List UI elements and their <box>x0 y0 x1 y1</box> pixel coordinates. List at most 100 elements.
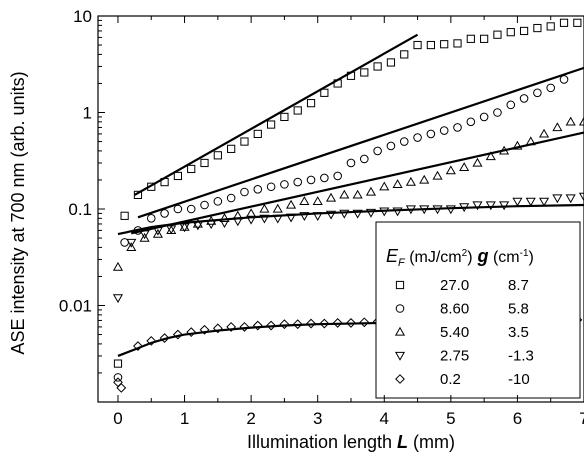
legend-ef-value: 8.60 <box>440 301 469 318</box>
data-point <box>253 185 263 194</box>
data-point <box>480 34 489 43</box>
data-point <box>386 141 396 151</box>
data-point <box>152 228 163 238</box>
data-point <box>212 323 223 334</box>
data-point <box>213 197 223 206</box>
data-point <box>485 151 496 161</box>
x-axis-label-text: Illumination length <box>247 432 397 452</box>
data-point <box>552 194 563 204</box>
data-point <box>227 144 236 153</box>
data-point <box>546 22 555 31</box>
data-point <box>472 201 483 211</box>
data-point <box>573 18 582 27</box>
legend-header-unit-1-close: ) <box>467 249 472 266</box>
data-point <box>253 129 262 139</box>
data-point <box>552 122 563 132</box>
data-point <box>419 205 430 215</box>
fit-line <box>137 66 584 219</box>
data-point <box>325 192 337 202</box>
data-point <box>186 327 197 338</box>
data-point <box>365 208 377 218</box>
x-tick-label: 6 <box>513 409 522 428</box>
data-point <box>493 30 502 39</box>
data-point <box>320 173 329 183</box>
data-point <box>152 226 163 236</box>
data-point <box>279 319 290 330</box>
data-point <box>306 175 316 185</box>
data-point <box>512 197 523 207</box>
data-point <box>339 209 350 219</box>
legend-marker-square <box>395 280 405 290</box>
data-point <box>386 58 396 67</box>
data-point <box>325 210 337 220</box>
legend-marker-triangle-down <box>394 351 406 361</box>
fit-curve <box>117 203 584 236</box>
data-point <box>392 207 403 217</box>
x-tick-label: 4 <box>380 409 389 428</box>
data-point <box>173 171 182 181</box>
data-point <box>159 333 170 343</box>
data-point <box>392 179 403 189</box>
data-point <box>466 117 476 127</box>
data-point <box>126 242 137 252</box>
x-tick-label: 3 <box>313 409 322 428</box>
data-point <box>246 208 257 218</box>
data-point <box>346 71 356 80</box>
data-point <box>519 26 529 36</box>
legend-marker-triangle-up <box>394 326 406 336</box>
data-point <box>266 120 276 129</box>
data-point <box>112 294 124 304</box>
data-point <box>379 207 390 217</box>
data-point <box>232 210 243 220</box>
legend: EF (mJ/cm2) g (cm-1) 27.0 8.7 8.60 5.8 5.40 3.… <box>386 246 534 388</box>
legend-header-sup-1: 2 <box>462 248 468 259</box>
legend-box <box>375 221 581 399</box>
data-point <box>538 197 550 207</box>
data-point <box>192 218 203 228</box>
data-point <box>200 158 209 168</box>
legend-header-sup-2: -1 <box>520 248 529 259</box>
data-point <box>559 18 569 27</box>
data-point <box>538 128 550 138</box>
data-point <box>565 116 576 126</box>
legend-header-unit-2-close: ) <box>529 249 534 266</box>
data-point <box>360 68 369 77</box>
data-point <box>192 221 203 231</box>
data-point <box>453 123 462 132</box>
data-point <box>359 317 370 328</box>
data-point <box>120 211 129 220</box>
legend-header-unit-1: (mJ/cm <box>405 249 462 266</box>
fit-line <box>131 131 584 235</box>
data-point <box>400 50 409 59</box>
legend-ef-value: 0.2 <box>440 371 461 388</box>
data-point <box>352 209 363 219</box>
data-point <box>266 182 276 192</box>
series-triangle-up <box>112 116 584 271</box>
data-point <box>533 88 542 98</box>
data-point <box>432 170 443 180</box>
data-point <box>405 176 416 186</box>
data-point <box>206 220 217 230</box>
data-point <box>472 157 483 167</box>
data-point <box>320 88 329 97</box>
legend-g-value: -10 <box>508 371 530 388</box>
data-point <box>113 373 123 382</box>
data-point <box>293 177 303 187</box>
data-point <box>272 203 283 213</box>
y-axis-label: ASE intensity at 700 nm (arb. units) <box>8 71 28 354</box>
fit-curve <box>117 321 385 357</box>
data-point <box>252 320 263 331</box>
data-point <box>506 28 515 37</box>
data-point <box>413 133 422 142</box>
data-point <box>365 186 377 196</box>
data-point <box>333 171 342 181</box>
data-point <box>146 335 157 346</box>
data-point <box>339 189 350 199</box>
x-tick-label: 0 <box>113 409 122 428</box>
data-point <box>226 322 237 332</box>
data-point <box>373 146 382 156</box>
y-tick-label: 0.1 <box>68 200 92 219</box>
data-point <box>232 217 243 227</box>
data-point <box>187 164 196 174</box>
data-point <box>352 189 363 199</box>
